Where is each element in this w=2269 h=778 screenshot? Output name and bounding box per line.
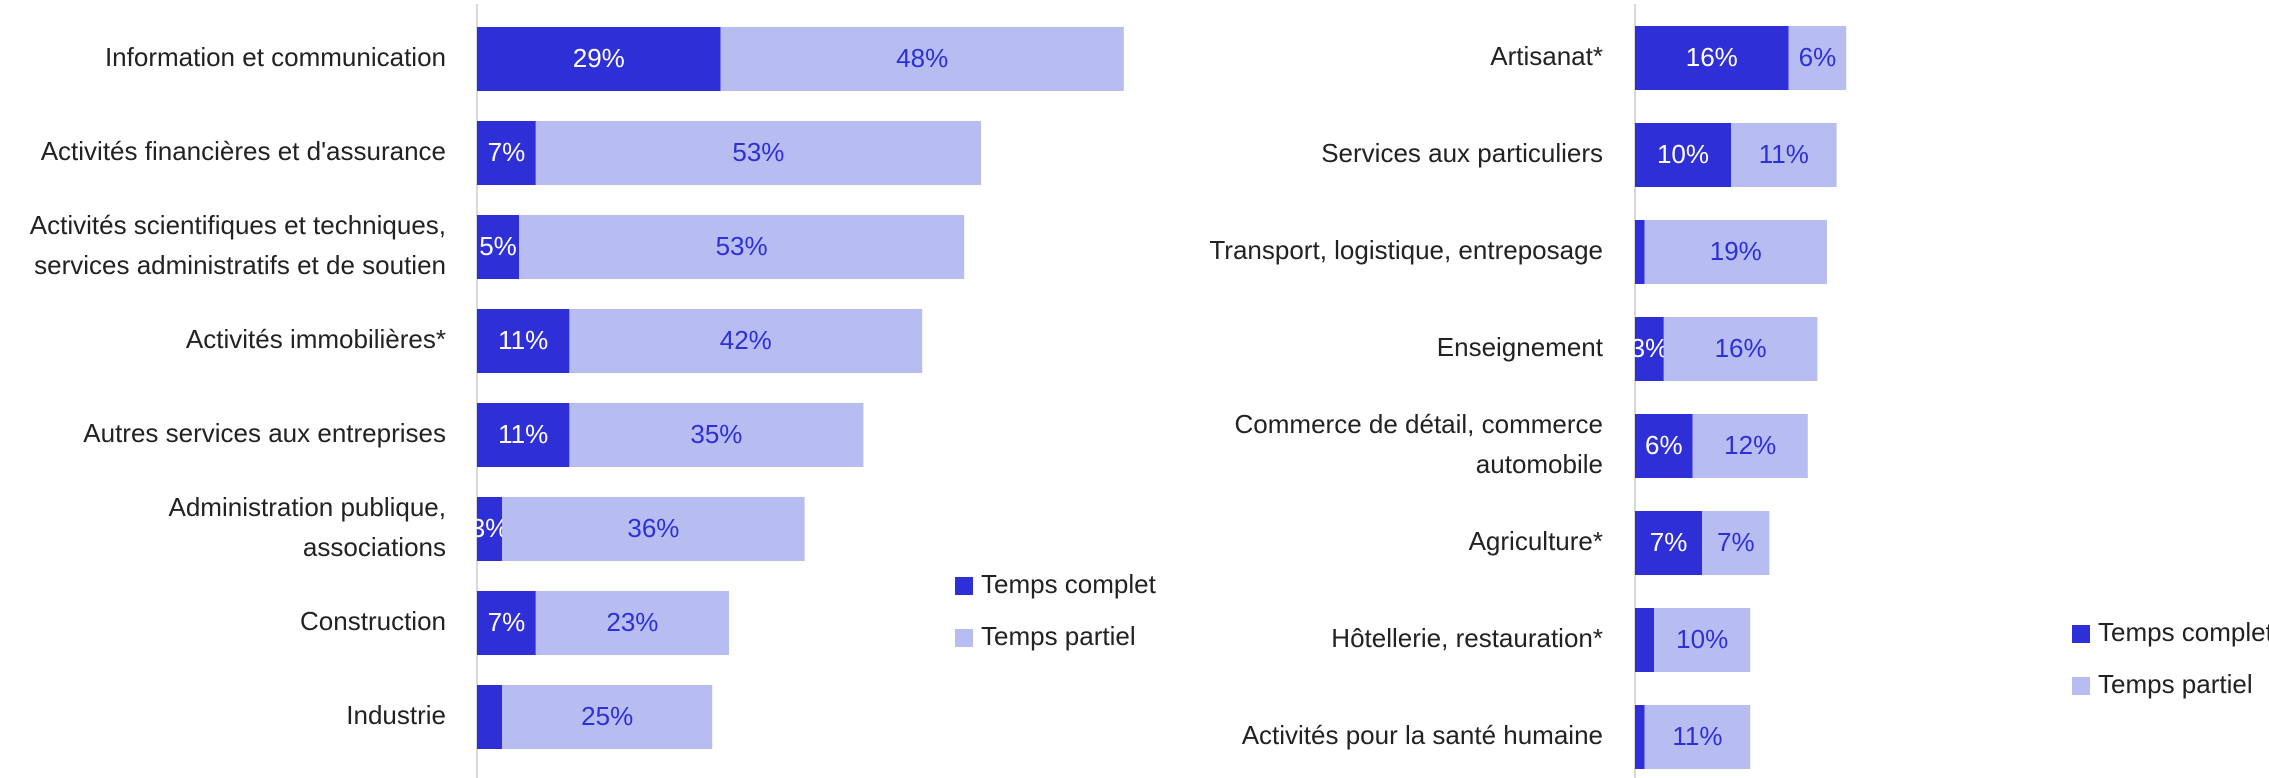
- bar-segment: [1702, 511, 1770, 575]
- bar-segment: [1635, 608, 1655, 672]
- bar-segment: [477, 685, 503, 749]
- value-label: 25%: [581, 701, 633, 731]
- bar-segment: [1635, 705, 1645, 769]
- category-label: Activités financières et d'assurance: [41, 136, 446, 166]
- bar-segment: [720, 27, 1124, 91]
- bar-segment: [1635, 26, 1789, 90]
- category-label: Activités pour la santé humaine: [1242, 720, 1603, 750]
- category-label: Administration publique, associations: [169, 492, 447, 562]
- legend-label: Temps partiel: [2098, 669, 2253, 699]
- category-label: Construction: [300, 606, 446, 636]
- category-label: Hôtellerie, restauration*: [1331, 623, 1603, 653]
- legend-swatch: [2072, 625, 2090, 643]
- category-label: Autres services aux entreprises: [83, 418, 446, 448]
- value-label: 11%: [1672, 721, 1722, 751]
- bar-segment: [1644, 705, 1751, 769]
- bar-segment: [535, 591, 729, 655]
- legend-swatch: [2072, 677, 2090, 695]
- bar-segment: [477, 215, 519, 279]
- bar-segment: [1635, 414, 1693, 478]
- value-label: 6%: [1645, 430, 1683, 460]
- category-label: Agriculture*: [1469, 526, 1603, 556]
- legend-label: Temps complet: [981, 569, 1157, 599]
- bar-segment: [502, 685, 713, 749]
- bar-segment: [502, 497, 805, 561]
- category-label: Activités scientifiques et techniques, se…: [30, 210, 446, 280]
- value-label: 3%: [1631, 333, 1669, 363]
- bar-segment: [1692, 414, 1808, 478]
- bar-segment: [477, 591, 536, 655]
- value-label: 7%: [1650, 527, 1688, 557]
- legend-swatch: [955, 629, 973, 647]
- bar-segment: [1635, 220, 1645, 284]
- value-label: 6%: [1799, 42, 1837, 72]
- bar-segment: [477, 309, 570, 373]
- value-label: 16%: [1686, 42, 1738, 72]
- bar-segment: [477, 27, 721, 91]
- bar-segment: [1731, 123, 1837, 187]
- value-label: 5%: [479, 231, 517, 261]
- bar-segment: [477, 121, 536, 185]
- bar-segment: [1635, 123, 1731, 187]
- value-label: 7%: [1717, 527, 1755, 557]
- category-label: Commerce de détail, commerce automobile: [1235, 409, 1603, 479]
- value-label: 35%: [690, 419, 742, 449]
- value-label: 11%: [1759, 139, 1809, 169]
- value-label: 7%: [488, 607, 526, 637]
- bar-segment: [569, 403, 864, 467]
- bar-segment: [1644, 220, 1827, 284]
- bar-segment: [519, 215, 965, 279]
- value-label: 23%: [606, 607, 658, 637]
- value-label: 10%: [1657, 139, 1709, 169]
- bar-segment: [1654, 608, 1751, 672]
- bar-segment: [569, 309, 923, 373]
- category-label: Activités immobilières*: [186, 324, 446, 354]
- category-label: Transport, logistique, entreposage: [1209, 235, 1603, 265]
- value-label: 42%: [720, 325, 772, 355]
- value-label: 53%: [716, 231, 768, 261]
- legend-label: Temps complet: [2098, 617, 2269, 647]
- category-label: Information et communication: [105, 42, 446, 72]
- bar-segment: [477, 403, 570, 467]
- bar-segment: [1788, 26, 1847, 90]
- category-label: Artisanat*: [1490, 41, 1603, 71]
- value-label: 11%: [498, 325, 548, 355]
- value-label: 3%: [471, 513, 509, 543]
- value-label: 48%: [896, 43, 948, 73]
- value-label: 53%: [732, 137, 784, 167]
- bar-segment: [1635, 511, 1703, 575]
- bar-segment: [1663, 317, 1818, 381]
- category-label: Services aux particuliers: [1321, 138, 1603, 168]
- bar-segment: [535, 121, 981, 185]
- value-label: 36%: [627, 513, 679, 543]
- value-label: 16%: [1715, 333, 1767, 363]
- category-label: Enseignement: [1437, 332, 1604, 362]
- value-label: 11%: [498, 419, 548, 449]
- legend-label: Temps partiel: [981, 621, 1136, 651]
- bar-segment: [1635, 317, 1664, 381]
- value-label: 10%: [1676, 624, 1728, 654]
- value-label: 12%: [1724, 430, 1776, 460]
- value-label: 29%: [573, 43, 625, 73]
- category-label: Industrie: [346, 700, 446, 730]
- value-label: 7%: [488, 137, 526, 167]
- legend-swatch: [955, 577, 973, 595]
- value-label: 19%: [1710, 236, 1762, 266]
- bar-segment: [477, 497, 503, 561]
